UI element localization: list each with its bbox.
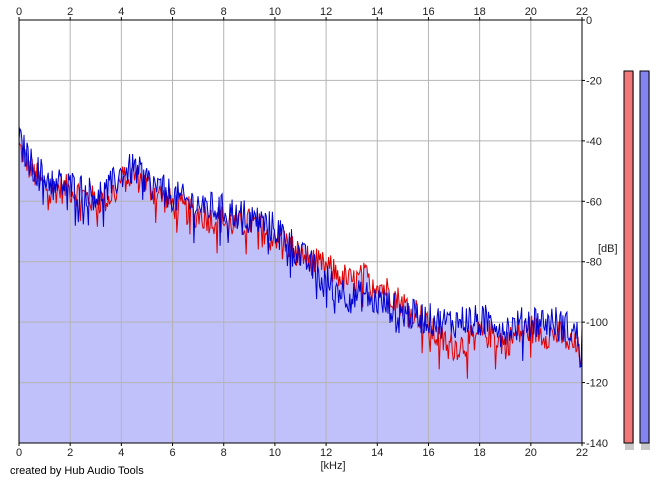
top-x-axis-labels: 0 2 4 6 8 10 12 14 16 18 20 22 [16,6,588,20]
x-tick-label-top: 16 [422,6,434,18]
x-tick-label-bottom: 2 [67,447,73,459]
y-axis-labels: 0 -20 -40 -60 -80 -100 -120 -140 [582,15,608,450]
x-tick-label-top: 4 [118,6,124,18]
x-tick-label-top: 20 [525,6,537,18]
x-tick-label-top: 14 [371,6,383,18]
x-tick-label-bottom: 4 [118,447,124,459]
x-axis-unit-label: [kHz] [320,460,345,472]
x-tick-label-bottom: 6 [169,447,175,459]
x-tick-label-top: 12 [320,6,332,18]
x-tick-label-top: 18 [474,6,486,18]
x-tick-label-top: 2 [67,6,73,18]
spectrum-series [18,127,583,379]
level-meter-R [639,70,650,444]
y-tick-label: -20 [586,75,602,87]
y-tick-label: 0 [586,15,592,27]
x-tick-label-bottom: 22 [576,447,588,459]
bottom-x-axis-labels: 0 2 4 6 8 10 12 14 16 18 20 22 [16,443,588,459]
x-tick-label-bottom: 12 [320,447,332,459]
x-tick-label-top: 0 [16,6,22,18]
grid [19,20,582,443]
x-tick-label-top: 6 [169,6,175,18]
y-tick-label: -120 [586,378,608,390]
spectrum-fill [19,128,582,443]
x-tick-label-bottom: 14 [371,447,383,459]
y-axis-unit-label: [dB] [598,243,618,255]
spectrum-line-1 [18,127,583,368]
x-tick-label-bottom: 16 [422,447,434,459]
y-tick-label: -80 [586,257,602,269]
credit-text: created by Hub Audio Tools [10,465,144,477]
y-tick-label: -140 [586,438,608,450]
y-tick-label: -40 [586,136,602,148]
x-tick-label-bottom: 20 [525,447,537,459]
level-meter-L [623,70,634,444]
y-tick-label: -100 [586,317,608,329]
x-tick-label-bottom: 8 [221,447,227,459]
x-tick-label-top: 22 [576,6,588,18]
x-tick-label-bottom: 0 [16,447,22,459]
x-tick-label-bottom: 10 [269,447,281,459]
x-tick-label-bottom: 18 [474,447,486,459]
x-tick-label-top: 10 [269,6,281,18]
y-tick-label: -60 [586,196,602,208]
spectrum-fill-area [19,128,582,443]
axes [18,19,583,444]
level-meters [623,70,650,450]
x-tick-label-top: 8 [221,6,227,18]
